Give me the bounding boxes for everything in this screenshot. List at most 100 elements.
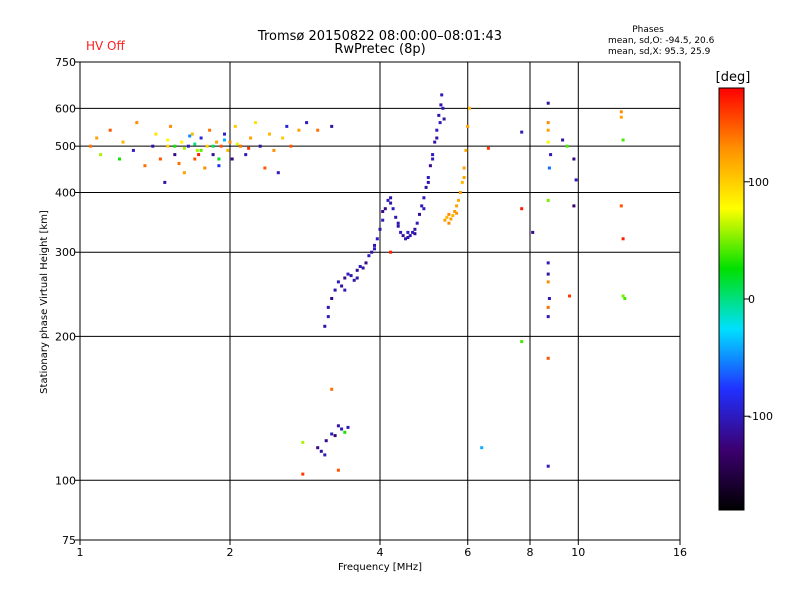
data-point — [355, 276, 359, 280]
data-point — [301, 472, 305, 476]
data-point — [422, 196, 426, 200]
data-point — [565, 144, 569, 148]
data-point — [413, 232, 417, 236]
data-point — [235, 142, 239, 146]
data-point — [420, 204, 424, 208]
data-point — [406, 236, 410, 239]
data-point — [453, 210, 457, 213]
data-point — [394, 215, 398, 219]
data-point — [333, 288, 337, 292]
data-point — [186, 144, 190, 148]
data-point — [346, 425, 350, 429]
y-tick-label: 300 — [55, 246, 76, 259]
data-point — [439, 103, 443, 107]
data-point — [415, 221, 419, 225]
y-tick-label: 600 — [55, 102, 76, 115]
data-point — [281, 136, 285, 140]
data-point — [272, 148, 276, 152]
data-point — [389, 196, 393, 200]
data-point — [297, 128, 301, 132]
data-point — [118, 157, 121, 161]
data-point — [520, 340, 524, 344]
data-point — [441, 106, 445, 110]
data-point — [193, 142, 197, 146]
data-point — [223, 132, 226, 136]
data-point — [205, 144, 209, 148]
data-point — [343, 288, 347, 292]
colorbar-unit-label: [deg] — [716, 70, 751, 85]
data-point — [433, 140, 437, 144]
data-point — [195, 148, 199, 152]
data-point — [330, 432, 334, 436]
data-point — [254, 121, 257, 125]
data-point — [373, 243, 376, 247]
data-point — [166, 138, 170, 142]
phases-mean-o: mean, sd,O: -94.5, 20.6 — [608, 36, 715, 46]
data-point — [546, 305, 550, 309]
data-point — [437, 113, 441, 117]
data-point — [108, 128, 112, 132]
x-tick-label: 8 — [527, 546, 534, 559]
data-point — [440, 93, 444, 97]
data-point — [199, 148, 203, 152]
data-point — [401, 234, 405, 238]
data-point — [373, 247, 376, 251]
data-point — [451, 214, 455, 217]
x-axis-label: Frequency [MHz] — [338, 562, 422, 573]
data-point — [323, 453, 327, 457]
data-point — [364, 261, 368, 265]
x-tick-label: 1 — [77, 546, 84, 559]
data-point — [323, 324, 327, 328]
x-tick-label: 16 — [673, 546, 687, 559]
data-point — [211, 153, 215, 157]
data-point — [572, 157, 576, 161]
data-point — [336, 468, 340, 472]
data-point — [99, 153, 103, 157]
data-point — [177, 162, 181, 165]
data-point — [455, 211, 459, 215]
data-point — [340, 427, 344, 431]
data-point — [158, 157, 162, 161]
data-point — [391, 207, 395, 211]
data-point — [316, 446, 320, 450]
data-point — [268, 132, 271, 136]
data-point — [163, 180, 167, 184]
x-tick-label: 2 — [227, 546, 234, 559]
data-point — [358, 265, 362, 268]
data-point — [449, 217, 453, 221]
data-point — [131, 148, 135, 152]
data-point — [247, 146, 251, 150]
data-point — [546, 128, 550, 132]
data-point — [330, 124, 334, 128]
data-point — [445, 215, 449, 219]
data-point — [404, 237, 407, 241]
data-point — [378, 227, 382, 231]
data-point — [396, 221, 400, 225]
y-tick-label: 750 — [55, 56, 76, 69]
data-point — [285, 124, 289, 128]
data-point — [546, 140, 550, 144]
data-point — [486, 146, 490, 150]
data-point — [619, 110, 623, 114]
data-point — [549, 153, 553, 157]
data-point — [547, 297, 551, 300]
data-point — [361, 266, 365, 270]
data-point — [435, 136, 439, 140]
data-point — [217, 164, 221, 168]
data-point — [305, 121, 309, 125]
data-point — [326, 305, 330, 309]
data-point — [546, 280, 550, 284]
data-point — [431, 157, 435, 161]
phases-header: Phases — [632, 25, 664, 35]
data-point — [442, 117, 446, 121]
data-point — [316, 128, 320, 132]
data-point — [233, 124, 237, 128]
data-point — [319, 449, 323, 453]
x-tick-label: 10 — [571, 546, 585, 559]
data-point — [367, 254, 371, 258]
x-tick-label: 4 — [377, 546, 384, 559]
data-point — [381, 218, 385, 222]
data-point — [301, 440, 305, 444]
data-point — [340, 284, 344, 288]
data-point — [375, 237, 379, 241]
